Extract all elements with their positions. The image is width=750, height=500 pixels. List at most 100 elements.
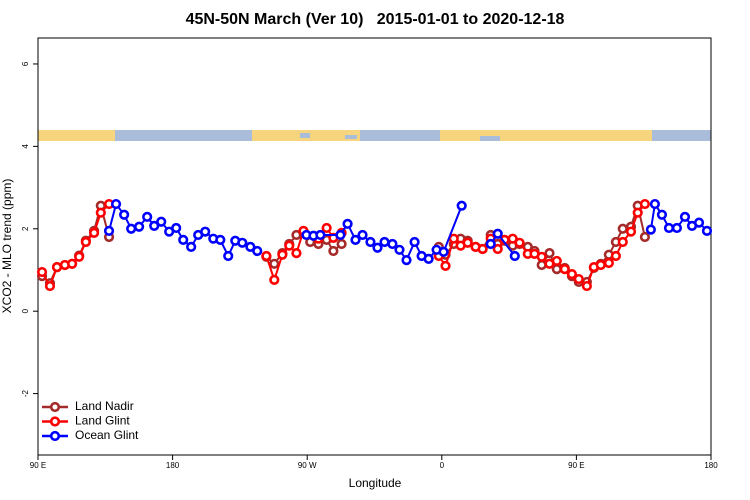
data-point: [423, 253, 434, 264]
data-point: [679, 211, 691, 222]
land-strip: [440, 130, 652, 141]
data-point: [350, 234, 361, 246]
data-point: [119, 209, 130, 220]
chart-title: 45N-50N March (Ver 10) 2015-01-01 to 202…: [186, 11, 565, 28]
data-point: [492, 243, 503, 255]
data-point: [269, 258, 280, 269]
data-point: [223, 250, 234, 262]
data-point: [625, 226, 637, 237]
data-point: [336, 238, 347, 250]
data-point: [80, 236, 91, 248]
y-axis-label: XCO2 - MLO trend (ppm): [0, 179, 14, 314]
data-point: [269, 274, 280, 285]
data-point: [215, 234, 226, 246]
data-point: [36, 266, 48, 278]
data-point: [492, 228, 503, 239]
data-point: [551, 255, 562, 267]
data-point: [551, 264, 562, 275]
x-tick-label: 0: [440, 461, 445, 470]
data-point: [566, 269, 578, 280]
data-point: [387, 238, 398, 250]
data-point: [448, 233, 459, 244]
x-axis-label: Longitude: [349, 476, 402, 490]
sea-strip: [480, 136, 500, 141]
legend-marker: [49, 430, 61, 442]
data-point: [245, 241, 256, 253]
data-point: [401, 254, 412, 266]
data-point: [663, 222, 675, 234]
data-point: [284, 240, 295, 251]
data-point: [372, 242, 383, 253]
data-point: [126, 223, 137, 234]
data-point: [632, 207, 643, 218]
x-tick-label: 90 W: [298, 461, 317, 470]
data-point: [573, 273, 584, 285]
legend-label: Land Nadir: [75, 399, 134, 413]
data-point: [595, 259, 606, 271]
data-point: [335, 229, 346, 241]
y-tick-label: -2: [21, 390, 30, 398]
data-point: [95, 207, 106, 218]
plot-frame: [37, 37, 712, 456]
data-point: [656, 209, 668, 220]
y-tick-label: 6: [21, 61, 30, 66]
data-point: [394, 244, 405, 255]
lake-strip: [300, 133, 310, 138]
legend-marker: [49, 416, 61, 427]
data-point: [610, 250, 621, 262]
data-point: [456, 200, 467, 211]
data-point: [645, 224, 656, 235]
series-line: [265, 226, 343, 284]
data-point: [536, 259, 547, 271]
data-point: [342, 218, 353, 229]
data-point: [252, 245, 263, 257]
data-point: [507, 233, 518, 244]
data-point: [536, 251, 547, 262]
ocean-strip: [38, 130, 711, 141]
data-point: [66, 258, 78, 269]
data-point: [514, 237, 525, 248]
data-point: [44, 280, 56, 292]
land-strip: [38, 130, 115, 141]
data-point: [103, 225, 115, 236]
data-point: [409, 236, 420, 248]
data-point: [477, 243, 488, 255]
data-point: [149, 220, 160, 231]
data-point: [617, 236, 628, 248]
lake-strip: [345, 135, 357, 139]
data-point: [544, 247, 555, 259]
data-point: [693, 217, 705, 228]
data-point: [186, 241, 197, 253]
data-point: [171, 222, 182, 234]
data-point: [509, 250, 520, 262]
data-point: [485, 238, 496, 250]
y-tick-label: 2: [21, 226, 30, 231]
data-point: [639, 231, 650, 243]
data-point: [178, 234, 189, 246]
data-point: [291, 247, 302, 259]
data-point: [603, 257, 614, 269]
data-point: [701, 225, 713, 236]
data-point: [200, 226, 211, 237]
x-tick-label: 180: [704, 461, 718, 470]
data-point: [440, 260, 451, 271]
data-point: [261, 250, 272, 262]
data-point: [357, 229, 368, 241]
data-point: [328, 245, 339, 257]
data-point: [559, 264, 570, 275]
data-point: [51, 262, 63, 273]
x-tick-label: 90 E: [30, 461, 46, 470]
x-tick-label: 180: [166, 461, 180, 470]
data-point: [277, 249, 288, 260]
x-tick-label: 90 E: [568, 461, 584, 470]
data-point: [74, 251, 85, 262]
data-point: [321, 222, 332, 234]
data-point: [142, 211, 153, 222]
data-point: [315, 229, 326, 241]
data-point: [649, 198, 661, 210]
map-strip: [38, 130, 711, 141]
legend-label: Land Glint: [75, 414, 130, 428]
data-point: [110, 198, 122, 210]
